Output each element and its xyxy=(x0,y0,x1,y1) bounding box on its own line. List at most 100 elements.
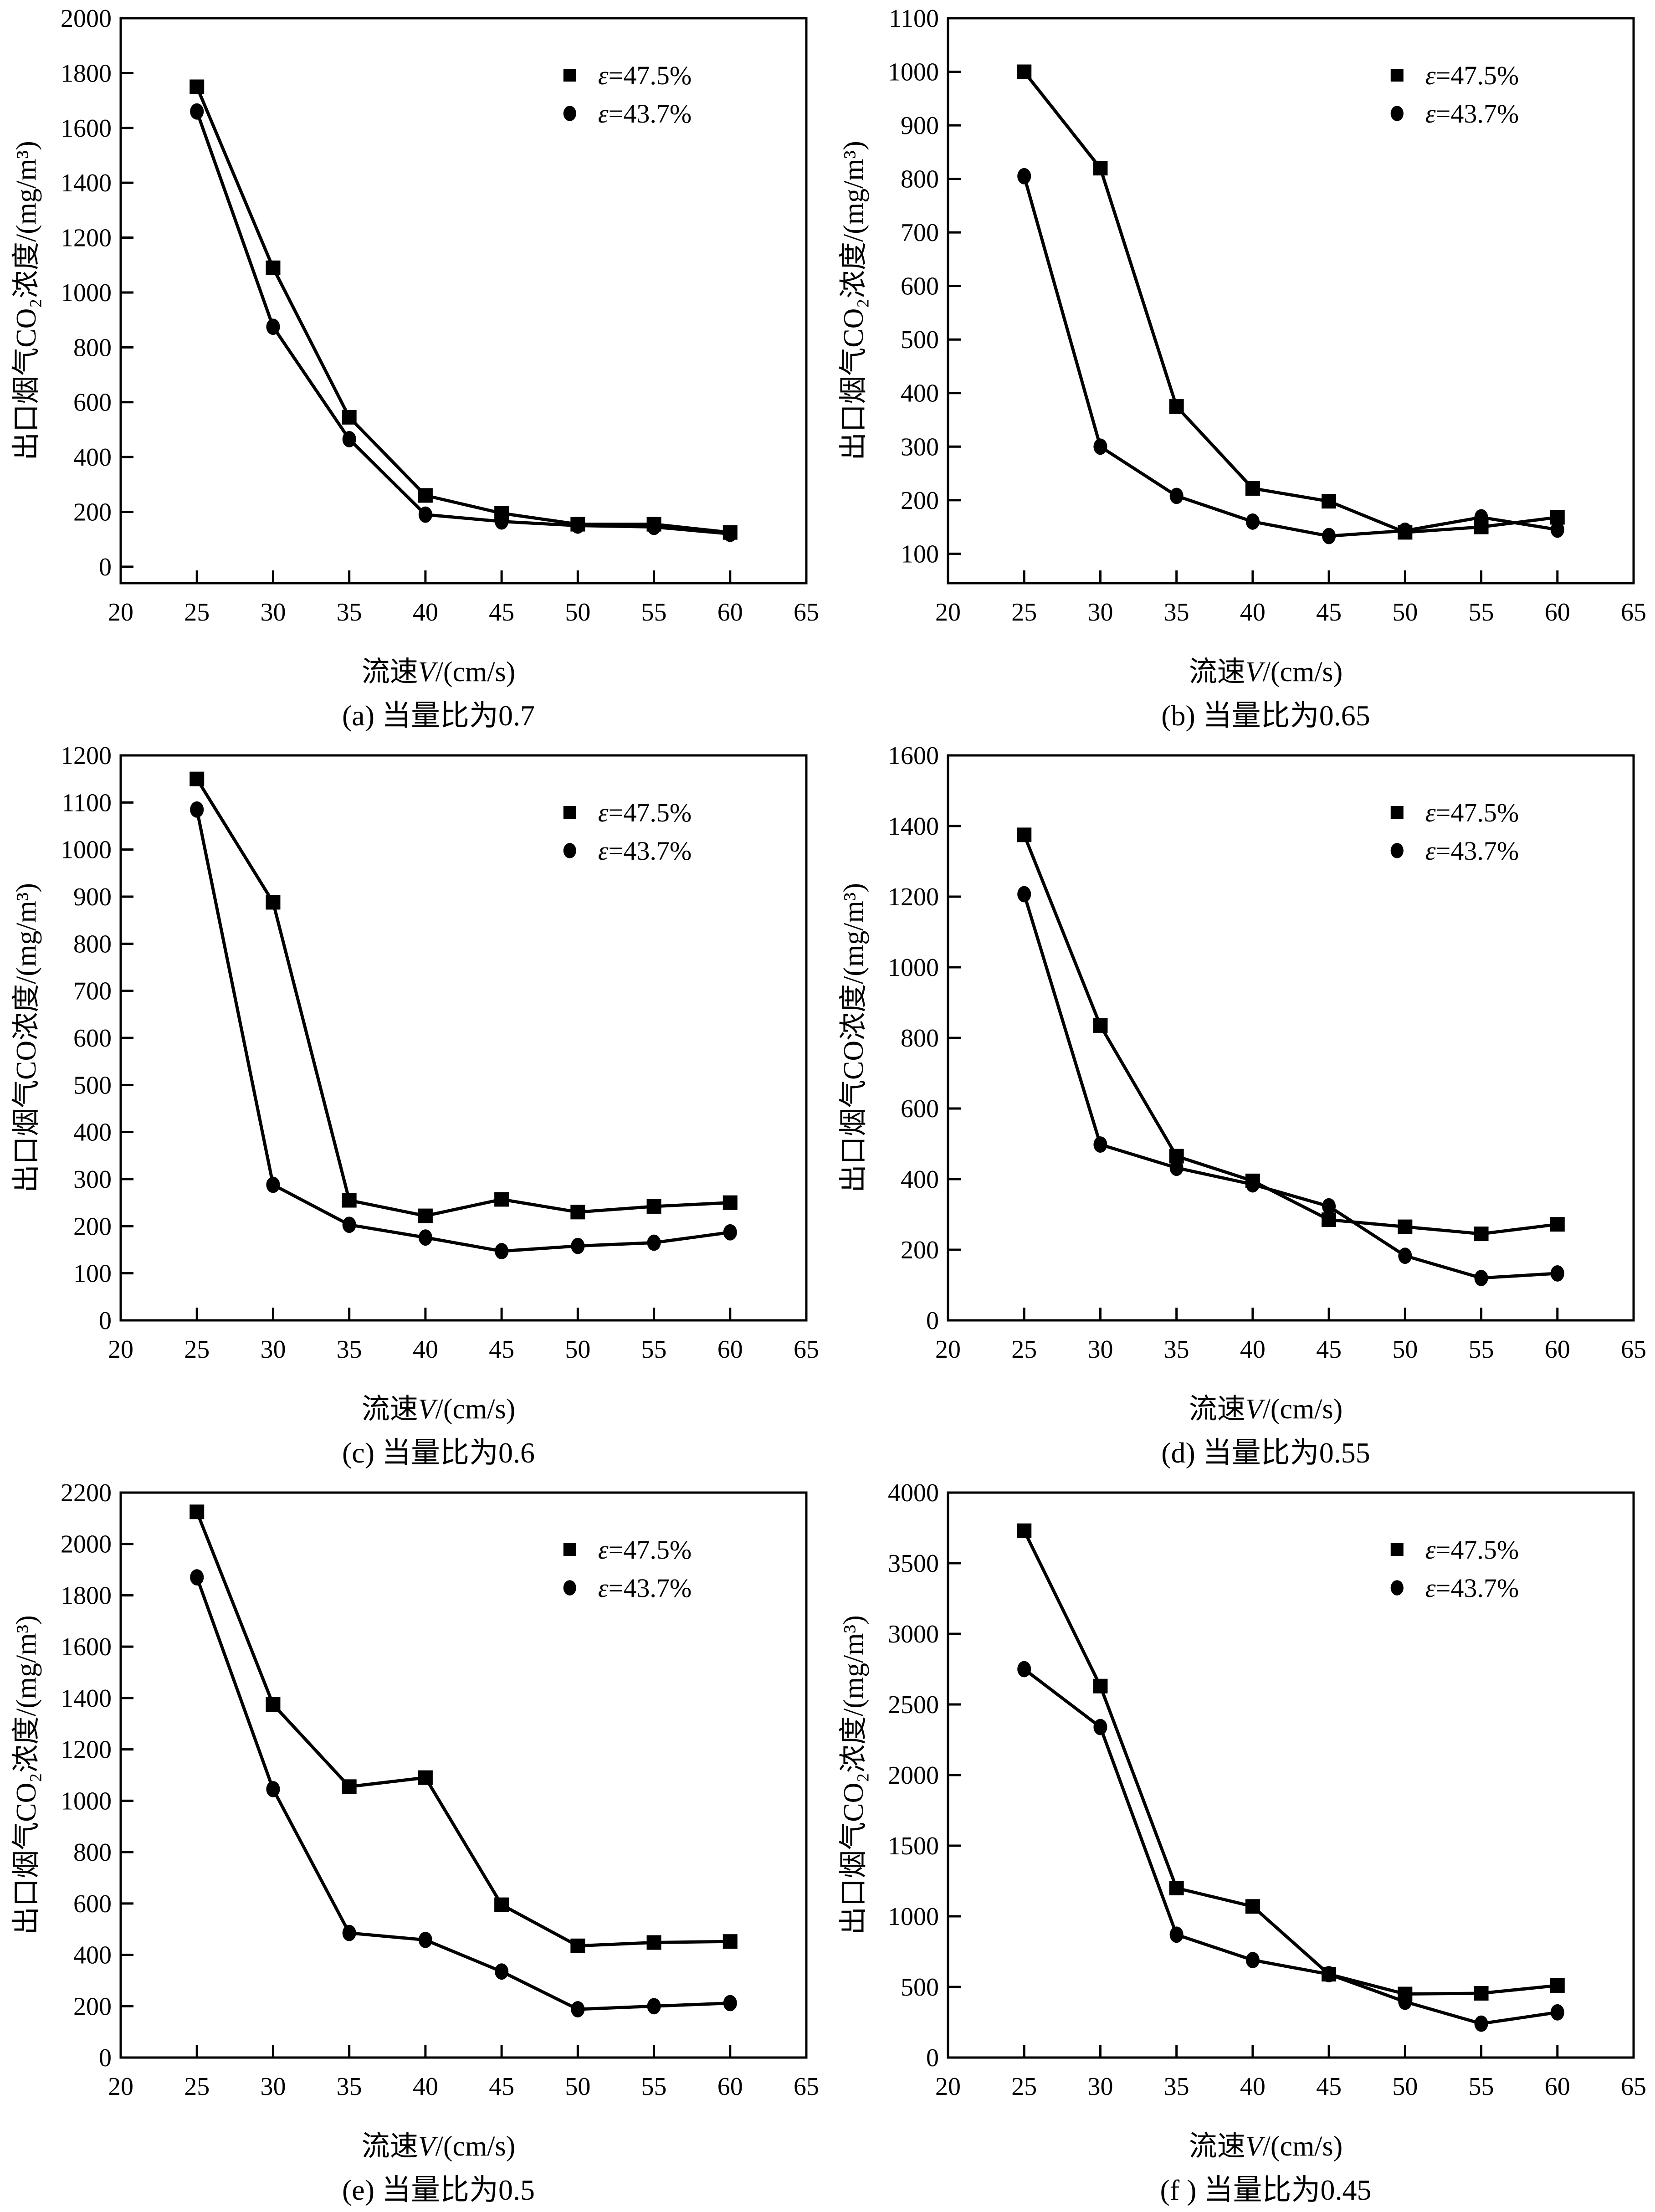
data-point-marker xyxy=(723,525,737,542)
chart-svg-b: 20 25 30 35 40 45 50 55 60 65 100 200 300 400 500 600 70… xyxy=(838,5,1646,732)
x-tick-label: 30 xyxy=(1087,1335,1113,1364)
y-tick-label: 1400 xyxy=(888,812,939,841)
axis-box xyxy=(947,754,1635,1322)
data-point-marker xyxy=(1550,1978,1565,1993)
x-tick-label: 60 xyxy=(717,2073,743,2101)
data-point-marker xyxy=(570,1205,585,1220)
x-tick-label: 40 xyxy=(1240,598,1266,626)
series-ε=43.7% xyxy=(190,801,737,1260)
legend-square-marker xyxy=(563,69,576,82)
data-point-marker xyxy=(1474,509,1488,526)
y-tick-label: 100 xyxy=(901,540,939,568)
data-point-marker xyxy=(1550,521,1564,538)
data-point-marker xyxy=(1017,64,1032,79)
x-tick-label: 35 xyxy=(1164,2073,1189,2101)
series-line xyxy=(195,111,731,536)
y-tick-label: 1000 xyxy=(888,58,939,87)
x-tick-label: 40 xyxy=(413,2073,438,2101)
data-point-marker xyxy=(266,1176,280,1193)
x-tick-label: 60 xyxy=(1545,2073,1570,2101)
data-point-marker xyxy=(418,1770,433,1785)
chart-panel-b: 20 25 30 35 40 45 50 55 60 65 100 200 300 400 500 600 70… xyxy=(827,0,1655,737)
y-tick-label: 1400 xyxy=(61,169,112,197)
data-point-marker xyxy=(190,1504,205,1519)
y-tick-label: 400 xyxy=(73,1119,112,1147)
panel-caption: (d) 当量比为0.55 xyxy=(1161,1437,1370,1469)
data-point-marker xyxy=(1245,1952,1260,1969)
data-point-marker xyxy=(1017,886,1031,903)
y-tick-label: 200 xyxy=(73,1212,112,1241)
y-tick-label: 0 xyxy=(926,1307,939,1335)
legend-square-marker xyxy=(1390,69,1404,82)
panel-caption: (c) 当量比为0.6 xyxy=(342,1437,535,1469)
data-point-marker xyxy=(418,506,432,523)
x-tick-label: 20 xyxy=(108,2073,133,2101)
y-tick-label: 2000 xyxy=(888,1761,939,1790)
legend-label: ε=47.5% xyxy=(1425,61,1519,90)
x-tick-label: 45 xyxy=(489,598,514,626)
y-tick-label: 4000 xyxy=(888,1479,939,1507)
x-axis-label: 流速V/(cm/s) xyxy=(362,657,516,688)
series-ε=43.7% xyxy=(190,103,737,542)
panel-caption: (e) 当量比为0.5 xyxy=(342,2174,535,2206)
data-point-marker xyxy=(266,895,281,910)
y-tick-label: 500 xyxy=(901,326,939,354)
legend-square-marker xyxy=(1390,806,1404,819)
y-tick-label: 400 xyxy=(73,443,112,472)
data-point-marker xyxy=(1093,1678,1108,1694)
series-ε=47.5% xyxy=(1017,827,1565,1242)
data-point-marker xyxy=(266,1781,280,1797)
data-point-marker xyxy=(190,103,204,120)
x-tick-label: 35 xyxy=(1164,598,1189,626)
axis-box xyxy=(947,1491,1635,2059)
y-tick-label: 0 xyxy=(99,1307,112,1335)
x-tick-label: 30 xyxy=(260,2073,286,2101)
axis-box xyxy=(119,17,808,585)
data-point-marker xyxy=(190,1569,204,1586)
data-point-marker xyxy=(1550,1265,1564,1282)
y-tick-label: 1400 xyxy=(61,1684,112,1713)
legend-circle-marker xyxy=(1390,843,1404,858)
legend-circle-marker xyxy=(563,106,576,121)
data-point-marker xyxy=(1550,1217,1565,1232)
x-tick-label: 40 xyxy=(413,598,438,626)
chart-panel-a: 20 25 30 35 40 45 50 55 60 65 0 200 400 600 800 1000 120… xyxy=(0,0,827,737)
legend-label: ε=43.7% xyxy=(1425,1573,1519,1603)
data-point-marker xyxy=(1093,438,1107,455)
x-tick-label: 40 xyxy=(1240,2073,1266,2101)
y-tick-label: 300 xyxy=(73,1165,112,1194)
series-ε=47.5% xyxy=(190,771,738,1223)
series-line xyxy=(195,86,731,534)
x-axis: 20 25 30 35 40 45 50 55 60 65 xyxy=(935,2045,1646,2101)
series-ε=43.7% xyxy=(1017,1661,1564,2032)
series-line xyxy=(195,1511,730,1948)
x-axis-label: 流速V/(cm/s) xyxy=(362,1394,516,1425)
data-point-marker xyxy=(1474,1227,1489,1242)
data-point-marker xyxy=(1093,1136,1107,1153)
legend-square-marker xyxy=(563,806,576,819)
legend-label: ε=43.7% xyxy=(1425,99,1519,128)
data-point-marker xyxy=(1322,1966,1336,1983)
chart-svg-f: 20 25 30 35 40 45 50 55 60 65 0 500 1000 1500 2000 2500… xyxy=(838,1479,1646,2206)
data-point-marker xyxy=(1245,1899,1260,1914)
data-point-marker xyxy=(647,1998,661,2015)
x-tick-label: 65 xyxy=(794,2073,819,2101)
x-axis-label: 流速V/(cm/s) xyxy=(1189,1394,1343,1425)
y-tick-label: 1000 xyxy=(888,1903,939,1931)
y-tick-label: 500 xyxy=(73,1071,112,1099)
series-line xyxy=(195,778,730,1218)
series-line xyxy=(1022,175,1558,538)
legend-label: ε=47.5% xyxy=(598,61,692,90)
y-axis: 0 500 1000 1500 2000 2500 3000 3500 4000 xyxy=(888,1479,961,2072)
data-point-marker xyxy=(646,1935,661,1950)
chart-panel-c: 20 25 30 35 40 45 50 55 60 65 0 100 200 300 400 500 600 7… xyxy=(0,737,827,1474)
y-tick-label: 1200 xyxy=(61,742,112,770)
legend-square-marker xyxy=(563,1543,576,1556)
y-tick-label: 0 xyxy=(99,2044,112,2072)
x-tick-label: 45 xyxy=(1316,598,1342,626)
legend: ε=47.5% ε=43.7% xyxy=(563,61,692,128)
data-point-marker xyxy=(570,1938,585,1953)
x-tick-label: 50 xyxy=(1392,2073,1418,2101)
x-axis-label: 流速V/(cm/s) xyxy=(1189,657,1343,688)
data-point-marker xyxy=(1093,161,1108,176)
